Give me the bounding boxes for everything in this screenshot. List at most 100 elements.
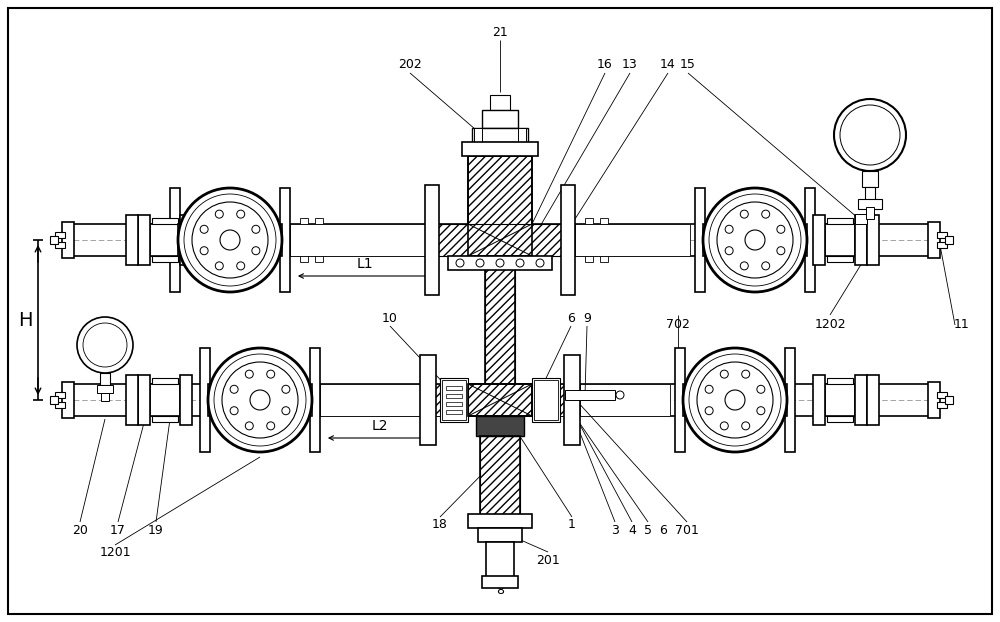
Bar — [320, 384, 420, 416]
Bar — [779, 384, 787, 416]
Text: 17: 17 — [110, 524, 126, 537]
Bar — [937, 232, 947, 238]
Bar — [101, 393, 109, 401]
Bar — [62, 222, 74, 258]
Bar — [462, 142, 538, 156]
Circle shape — [252, 247, 260, 255]
Text: 202: 202 — [398, 58, 422, 72]
Bar — [480, 436, 520, 516]
Bar — [476, 416, 524, 436]
Bar — [945, 236, 953, 244]
Text: 702: 702 — [666, 318, 690, 332]
Bar — [425, 185, 439, 295]
Text: 1202: 1202 — [814, 318, 846, 332]
Bar — [208, 384, 216, 416]
Circle shape — [230, 407, 238, 415]
Text: 18: 18 — [432, 519, 448, 532]
Circle shape — [215, 262, 223, 270]
Circle shape — [757, 407, 765, 415]
Bar — [55, 232, 65, 238]
Text: 3: 3 — [611, 524, 619, 537]
Circle shape — [720, 422, 728, 430]
Text: 201: 201 — [536, 554, 560, 567]
Circle shape — [237, 262, 245, 270]
Bar — [100, 373, 110, 385]
Bar — [813, 215, 825, 265]
Circle shape — [245, 422, 253, 430]
Bar — [468, 156, 532, 256]
Bar — [62, 382, 74, 418]
Bar — [468, 514, 532, 528]
Bar — [472, 128, 528, 142]
Bar — [200, 348, 210, 452]
Bar — [138, 375, 150, 425]
Bar — [855, 214, 867, 224]
Circle shape — [267, 370, 275, 378]
Text: 701: 701 — [675, 524, 699, 537]
Circle shape — [777, 225, 785, 233]
Bar — [575, 224, 690, 256]
Text: 16: 16 — [597, 58, 613, 72]
Bar — [304, 384, 312, 416]
Bar — [865, 187, 875, 201]
Bar — [290, 224, 435, 256]
Text: L1: L1 — [357, 257, 373, 271]
Bar — [683, 384, 691, 416]
Circle shape — [720, 370, 728, 378]
Bar — [937, 242, 947, 248]
Bar — [478, 528, 522, 542]
Bar — [448, 256, 552, 270]
Bar — [126, 375, 138, 425]
Bar — [482, 110, 518, 128]
Bar — [440, 378, 468, 422]
Bar — [97, 385, 113, 393]
Text: 1: 1 — [568, 519, 576, 532]
Bar — [180, 375, 192, 425]
Bar — [805, 188, 815, 292]
Text: 5: 5 — [644, 524, 652, 537]
Circle shape — [740, 262, 748, 270]
Bar — [825, 224, 855, 256]
Circle shape — [200, 225, 208, 233]
Text: 4: 4 — [628, 524, 636, 537]
Bar — [928, 382, 940, 418]
Circle shape — [267, 422, 275, 430]
Bar — [945, 396, 953, 404]
Bar — [55, 392, 65, 398]
Circle shape — [215, 210, 223, 218]
Bar — [862, 171, 878, 187]
Bar — [482, 576, 518, 588]
Bar — [785, 348, 795, 452]
Bar — [280, 188, 290, 292]
Circle shape — [200, 247, 208, 255]
Circle shape — [683, 348, 787, 452]
Bar — [468, 384, 532, 416]
Bar — [827, 256, 853, 262]
Bar — [518, 128, 526, 142]
Bar — [937, 402, 947, 408]
Text: 8: 8 — [496, 583, 504, 596]
Bar — [152, 378, 178, 384]
Bar — [420, 355, 436, 445]
Circle shape — [834, 99, 906, 171]
Circle shape — [282, 385, 290, 393]
Circle shape — [742, 422, 750, 430]
Bar — [468, 384, 532, 416]
Circle shape — [252, 225, 260, 233]
Bar — [446, 386, 462, 390]
Bar — [50, 396, 58, 404]
Text: 1201: 1201 — [99, 547, 131, 560]
Text: 20: 20 — [72, 524, 88, 537]
Bar — [580, 384, 670, 416]
Text: H: H — [18, 310, 32, 330]
Bar — [813, 375, 825, 425]
Bar — [600, 218, 608, 224]
Bar — [825, 384, 855, 416]
Bar — [855, 375, 867, 425]
Bar — [695, 188, 705, 292]
Bar — [703, 224, 711, 256]
Circle shape — [742, 370, 750, 378]
Bar — [474, 128, 482, 142]
Circle shape — [705, 407, 713, 415]
Bar — [532, 378, 560, 422]
